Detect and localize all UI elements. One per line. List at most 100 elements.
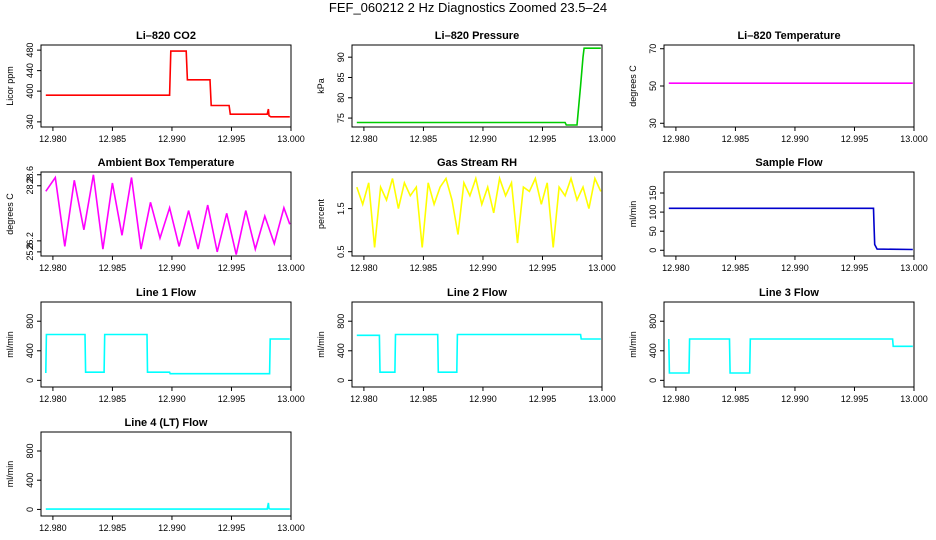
- x-tick-label: 12.995: [218, 134, 246, 144]
- data-series-line: [45, 50, 290, 118]
- y-axis-label: Licor ppm: [5, 66, 15, 106]
- chart-panel-1: Li–820 CO2 12.980 12.985 12.990 12.995 13.000…: [5, 30, 305, 144]
- data-series-line: [45, 333, 290, 375]
- plot-frame: [40, 44, 292, 128]
- x-tick-label: 12.990: [158, 263, 186, 273]
- y-axis-label: ml/min: [628, 201, 638, 228]
- y-axis-label: degrees C: [628, 65, 638, 107]
- x-tick-label: 13.000: [277, 134, 305, 144]
- plot-frame: [40, 301, 292, 388]
- chart-title: Li–820 CO2: [136, 30, 196, 42]
- x-tick-label: 12.980: [662, 394, 690, 404]
- x-tick-label: 12.990: [158, 134, 186, 144]
- chart-panel-8: Line 2 Flow 12.980 12.985 12.990 12.995 13.00…: [316, 287, 616, 404]
- x-tick-label: 12.990: [469, 134, 497, 144]
- y-tick-label: 480: [25, 43, 35, 58]
- y-axis-label: ml/min: [316, 331, 326, 358]
- x-tick-label: 12.995: [218, 523, 246, 533]
- x-tick-label: 12.995: [529, 394, 557, 404]
- x-tick-label: 12.990: [469, 394, 497, 404]
- chart-title: Line 1 Flow: [136, 287, 196, 299]
- x-tick-label: 12.985: [722, 263, 750, 273]
- chart-panel-9: Line 3 Flow 12.980 12.985 12.990 12.995 13.00…: [628, 287, 928, 404]
- y-tick-label: 1.5: [336, 202, 346, 215]
- y-tick-label: 800: [25, 314, 35, 329]
- x-tick-label: 13.000: [588, 394, 616, 404]
- plot-frame: [351, 44, 603, 128]
- y-tick-label: 80: [336, 93, 346, 103]
- chart-title: Line 2 Flow: [447, 287, 507, 299]
- y-tick-label: 400: [25, 84, 35, 99]
- x-tick-label: 12.980: [39, 523, 67, 533]
- x-tick-label: 12.995: [841, 134, 869, 144]
- y-tick-label: 50: [648, 226, 658, 236]
- x-tick-label: 12.995: [529, 134, 557, 144]
- y-tick-label: 150: [648, 185, 658, 200]
- y-tick-label: 440: [25, 63, 35, 78]
- x-tick-label: 12.980: [662, 134, 690, 144]
- plot-frame: [663, 171, 915, 257]
- y-tick-label: 85: [336, 72, 346, 82]
- y-axis-label: percent: [316, 198, 326, 229]
- x-tick-label: 12.985: [410, 134, 438, 144]
- data-series-line: [668, 338, 913, 374]
- y-tick-label: 800: [648, 314, 658, 329]
- y-tick-label: 28.2: [25, 177, 35, 195]
- y-tick-label: 800: [25, 443, 35, 458]
- y-tick-label: 400: [25, 343, 35, 358]
- x-tick-label: 13.000: [277, 394, 305, 404]
- x-tick-label: 12.985: [410, 263, 438, 273]
- y-tick-label: 30: [648, 118, 658, 128]
- y-tick-label: 26.2: [25, 232, 35, 250]
- chart-title: Line 3 Flow: [759, 287, 819, 299]
- y-tick-label: 90: [336, 52, 346, 62]
- x-tick-label: 12.980: [350, 394, 378, 404]
- data-series-line: [356, 47, 601, 126]
- chart-title: Ambient Box Temperature: [98, 157, 235, 169]
- x-tick-label: 12.980: [350, 134, 378, 144]
- x-tick-label: 12.995: [841, 263, 869, 273]
- y-axis-label: ml/min: [5, 461, 15, 488]
- chart-title: Li–820 Temperature: [737, 30, 840, 42]
- data-series-line: [45, 174, 291, 255]
- x-tick-label: 12.995: [218, 263, 246, 273]
- data-series-line: [356, 175, 602, 248]
- chart-title: Li–820 Pressure: [435, 30, 519, 42]
- x-tick-label: 12.980: [39, 394, 67, 404]
- y-axis-label: ml/min: [5, 331, 15, 358]
- y-tick-label: 0.5: [336, 245, 346, 258]
- y-tick-label: 0: [25, 378, 35, 383]
- y-tick-label: 50: [648, 81, 658, 91]
- x-tick-label: 12.995: [529, 263, 557, 273]
- x-tick-label: 12.985: [99, 523, 127, 533]
- x-tick-label: 12.985: [99, 263, 127, 273]
- y-tick-label: 400: [25, 473, 35, 488]
- y-tick-label: 800: [336, 314, 346, 329]
- y-tick-label: 0: [648, 378, 658, 383]
- y-axis-label: ml/min: [628, 331, 638, 358]
- x-tick-label: 12.985: [722, 134, 750, 144]
- x-tick-label: 12.990: [781, 134, 809, 144]
- x-tick-label: 12.980: [39, 263, 67, 273]
- chart-title: Sample Flow: [755, 157, 823, 169]
- x-tick-label: 12.990: [469, 263, 497, 273]
- x-tick-label: 12.980: [350, 263, 378, 273]
- y-tick-label: 0: [648, 248, 658, 253]
- chart-panel-3: Li–820 Temperature 12.980 12.985 12.990 12.9…: [628, 30, 928, 144]
- chart-panel-10: Line 4 (LT) Flow 12.980 12.985 12.990 12.995…: [5, 417, 305, 533]
- plot-frame: [663, 301, 915, 388]
- x-tick-label: 12.980: [39, 134, 67, 144]
- page-title: FEF_060212 2 Hz Diagnostics Zoomed 23.5–…: [328, 0, 608, 15]
- x-tick-label: 12.985: [722, 394, 750, 404]
- x-tick-label: 12.995: [218, 394, 246, 404]
- x-tick-label: 12.985: [410, 394, 438, 404]
- plot-frame: [351, 301, 603, 388]
- x-tick-label: 13.000: [900, 134, 928, 144]
- chart-panel-4: Ambient Box Temperature 12.980 12.985 12.99…: [5, 157, 305, 273]
- y-tick-label: 400: [336, 343, 346, 358]
- chart-panel-2: Li–820 Pressure 12.980 12.985 12.990 12.995 1…: [316, 30, 616, 144]
- y-axis-label: kPa: [316, 78, 326, 94]
- chart-panel-5: Gas Stream RH 12.980 12.985 12.990 12.995 13.…: [316, 157, 616, 273]
- plot-frame: [40, 171, 292, 257]
